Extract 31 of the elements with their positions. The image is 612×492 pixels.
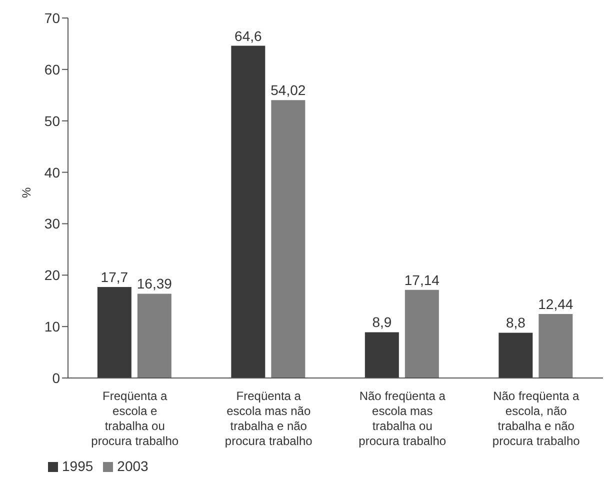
y-axis-title: % [19, 187, 34, 198]
y-tick-label: 40 [44, 164, 60, 180]
data-label: 17,14 [404, 272, 440, 288]
bar [538, 314, 573, 378]
data-label: 12,44 [538, 296, 574, 312]
bar [271, 100, 306, 378]
data-label: 8,9 [372, 314, 392, 330]
y-tick-label: 10 [44, 318, 60, 335]
legend-label: 1995 [62, 458, 94, 474]
bar [137, 294, 172, 378]
data-label: 16,39 [136, 276, 172, 292]
bar [498, 332, 533, 378]
bar [364, 332, 399, 378]
y-tick-label: 70 [44, 10, 60, 26]
y-tick-label: 50 [44, 112, 60, 129]
x-tick-label: Não freqüenta a escola, não trabalha e não procura trabalho [492, 389, 580, 448]
y-tick-label: 20 [44, 267, 60, 284]
bar [97, 286, 132, 378]
x-tick-label: Não freqüenta a escola mas trabalha ou procura trabalho [358, 389, 446, 448]
bar [231, 46, 266, 378]
legend-label: 2003 [117, 458, 148, 474]
bar [404, 290, 439, 378]
y-tick-label: 30 [44, 216, 60, 232]
x-tick-label: Freqüenta a escola e trabalha ou procura trabalho [91, 389, 179, 448]
y-tick-label: 0 [52, 370, 60, 386]
data-label: 8,8 [506, 314, 526, 331]
y-tick-label: 60 [44, 61, 60, 78]
data-label: 17,7 [100, 268, 128, 285]
data-label: 54,02 [270, 82, 306, 98]
x-tick-label: Freqüenta a escola mas não trabalha e não procura trabalho [224, 389, 313, 448]
data-label: 64,6 [234, 28, 262, 44]
